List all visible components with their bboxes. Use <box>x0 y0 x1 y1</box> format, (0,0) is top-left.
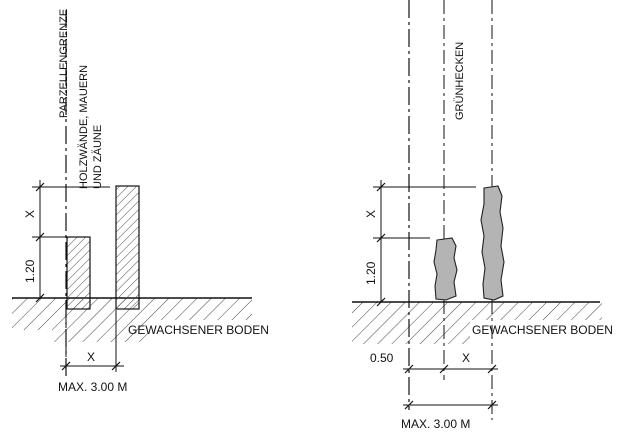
right-dim-height: 1.20 <box>364 261 378 285</box>
left-wall-low <box>66 236 91 310</box>
right-hedge-tall <box>480 185 505 301</box>
left-labels: PARZELLENGRENZE HOLZWÄNDE, MAUERN UND ZÄ… <box>23 9 269 394</box>
left-dim-height: 1.20 <box>23 259 37 283</box>
right-diagram <box>352 0 610 420</box>
left-boundary-label: PARZELLENGRENZE <box>58 9 70 118</box>
right-dim-x-horizontal: X <box>462 351 470 365</box>
left-walls-label-line1: HOLZWÄNDE, MAUERN <box>78 65 90 189</box>
left-dim-x-vertical: X <box>23 210 37 218</box>
right-labels: GRÜNHECKEN X 1.20 GEWACHSENER BODEN 0.50… <box>364 42 613 431</box>
right-dim-max: MAX. 3.00 M <box>401 417 470 431</box>
right-hedges-label: GRÜNHECKEN <box>454 42 466 120</box>
left-diagram <box>12 10 260 380</box>
right-dim-x-vertical: X <box>364 210 378 218</box>
left-walls-label-line2: UND ZÄUNE <box>92 125 104 189</box>
left-wall-high <box>115 185 140 310</box>
right-dim-offset: 0.50 <box>370 351 394 365</box>
left-dim-max: MAX. 3.00 M <box>58 380 127 394</box>
right-ground-label: GEWACHSENER BODEN <box>472 323 613 337</box>
right-hedge-small <box>433 237 458 301</box>
left-ground-label: GEWACHSENER BODEN <box>128 323 269 337</box>
left-dim-x-horizontal: X <box>87 350 95 364</box>
